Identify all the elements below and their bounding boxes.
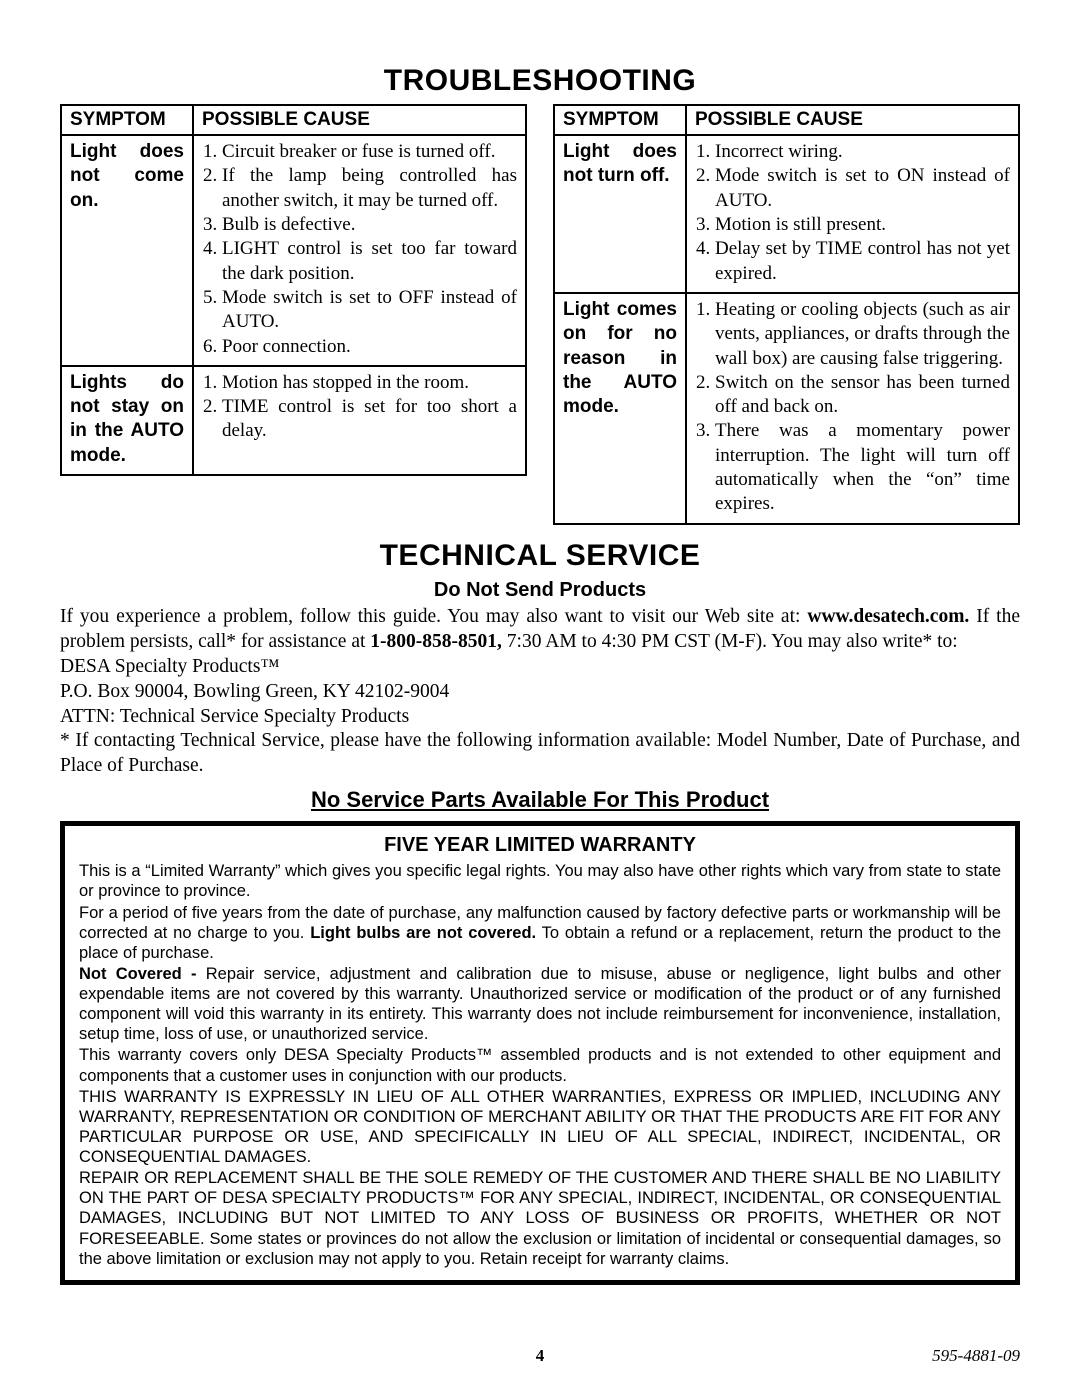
phone: 1-800-858-8501, [370, 631, 502, 652]
no-service-heading: No Service Parts Available For This Prod… [60, 787, 1020, 813]
th-cause: POSSIBLE CAUSE [193, 105, 526, 135]
warranty-title: FIVE YEAR LIMITED WARRANTY [79, 834, 1001, 857]
table-row: Light does not turn off. Incorrect wirin… [554, 135, 1019, 293]
address-line: DESA Specialty Products™ [60, 655, 1020, 680]
cause-item: Delay set by TIME control has not yet ex… [715, 237, 1010, 286]
website: www.desatech.com. [807, 606, 969, 627]
cause-cell: Incorrect wiring. Mode switch is set to … [686, 135, 1019, 293]
cause-item: Incorrect wiring. [715, 140, 1010, 164]
page-number: 4 [60, 1346, 1020, 1366]
symptom-cell: Light comes on for no reason in the AUTO… [554, 293, 686, 524]
address-line: ATTN: Technical Service Specialty Produc… [60, 705, 1020, 730]
bold-text: Not Covered - [79, 965, 206, 983]
page: TROUBLESHOOTING SYMPTOM POSSIBLE CAUSE L… [0, 0, 1080, 1390]
cause-item: TIME control is set for too short a dela… [222, 395, 517, 444]
troubleshooting-tables: SYMPTOM POSSIBLE CAUSE Light does not co… [60, 104, 1020, 525]
warranty-p: THIS WARRANTY IS EXPRESSLY IN LIEU OF AL… [79, 1087, 1001, 1168]
cause-item: Poor connection. [222, 335, 517, 359]
warranty-p: Not Covered - Repair service, adjustment… [79, 964, 1001, 1045]
cause-item: There was a momentary power interruption… [715, 419, 1010, 516]
cause-item: Mode switch is set to OFF instead of AUT… [222, 286, 517, 335]
footer: 4 595-4881-09 [60, 1346, 1020, 1366]
symptom-cell: Lights do not stay on in the AUTO mode. [61, 366, 193, 475]
text: 7:30 AM to 4:30 PM CST (M-F). You may al… [502, 631, 958, 652]
symptom-cell: Light does not turn off. [554, 135, 686, 293]
bold-text: Light bulbs are not covered. [310, 924, 536, 942]
cause-item: Heating or cooling objects (such as air … [715, 298, 1010, 371]
th-symptom: SYMPTOM [554, 105, 686, 135]
cause-item: Switch on the sensor has been turned off… [715, 371, 1010, 420]
right-table-col: SYMPTOM POSSIBLE CAUSE Light does not tu… [553, 104, 1020, 525]
cause-item: Motion has stopped in the room. [222, 371, 517, 395]
cause-item: Bulb is defective. [222, 213, 517, 237]
warranty-p: For a period of five years from the date… [79, 903, 1001, 963]
text: If you experience a problem, follow this… [60, 606, 807, 627]
do-not-send-subheading: Do Not Send Products [60, 579, 1020, 602]
technical-heading: TECHNICAL SERVICE [60, 539, 1020, 573]
cause-cell: Heating or cooling objects (such as air … [686, 293, 1019, 524]
cause-item: Mode switch is set to ON instead of AUTO… [715, 164, 1010, 213]
warranty-p: This is a “Limited Warranty” which gives… [79, 861, 1001, 901]
left-table: SYMPTOM POSSIBLE CAUSE Light does not co… [60, 104, 527, 476]
part-number: 595-4881-09 [932, 1346, 1020, 1366]
cause-item: Circuit breaker or fuse is turned off. [222, 140, 517, 164]
cause-cell: Motion has stopped in the room. TIME con… [193, 366, 526, 475]
th-cause: POSSIBLE CAUSE [686, 105, 1019, 135]
cause-item: If the lamp being controlled has another… [222, 164, 517, 213]
warranty-p: REPAIR OR REPLACEMENT SHALL BE THE SOLE … [79, 1168, 1001, 1269]
text: Repair service, adjustment and calibrati… [79, 965, 1001, 1043]
warranty-box: FIVE YEAR LIMITED WARRANTY This is a “Li… [60, 821, 1020, 1285]
address-line: P.O. Box 90004, Bowling Green, KY 42102-… [60, 680, 1020, 705]
table-row: Lights do not stay on in the AUTO mode. … [61, 366, 526, 475]
th-symptom: SYMPTOM [61, 105, 193, 135]
right-table: SYMPTOM POSSIBLE CAUSE Light does not tu… [553, 104, 1020, 525]
cause-cell: Circuit breaker or fuse is turned off. I… [193, 135, 526, 366]
warranty-body: This is a “Limited Warranty” which gives… [79, 861, 1001, 1269]
technical-service-section: TECHNICAL SERVICE Do Not Send Products I… [60, 539, 1020, 780]
cause-item: LIGHT control is set too far toward the … [222, 237, 517, 286]
cause-item: Motion is still present. [715, 213, 1010, 237]
troubleshooting-heading: TROUBLESHOOTING [60, 64, 1020, 98]
table-row: Light comes on for no reason in the AUTO… [554, 293, 1019, 524]
symptom-cell: Light does not come on. [61, 135, 193, 366]
technical-note: * If contacting Technical Service, pleas… [60, 729, 1020, 779]
left-table-col: SYMPTOM POSSIBLE CAUSE Light does not co… [60, 104, 527, 525]
table-row: Light does not come on. Circuit breaker … [61, 135, 526, 366]
technical-paragraph: If you experience a problem, follow this… [60, 605, 1020, 655]
warranty-p: This warranty covers only DESA Specialty… [79, 1045, 1001, 1085]
